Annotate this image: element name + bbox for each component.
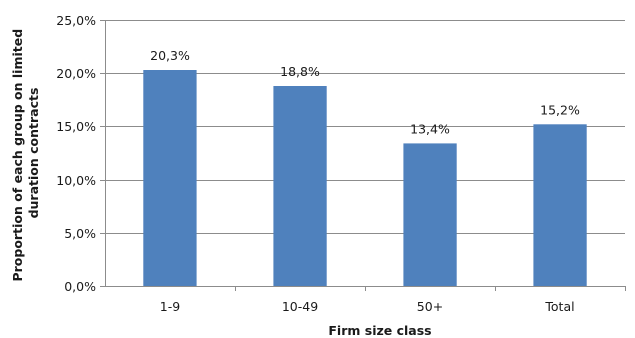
x-tick-label: 1-9 — [160, 299, 180, 314]
y-tick-label: 20,0% — [56, 66, 96, 81]
x-axis-title: Firm size class — [328, 323, 431, 338]
bar-total — [533, 124, 587, 286]
y-tick-label: 0,0% — [64, 279, 96, 294]
data-label: 15,2% — [540, 102, 580, 117]
bars — [143, 70, 587, 286]
x-tick-label: Total — [544, 299, 574, 314]
y-tick-label: 25,0% — [56, 13, 96, 28]
y-tick-label: 10,0% — [56, 173, 96, 188]
axes — [100, 20, 626, 291]
y-axis-title-line-1: Proportion of each group on limited — [10, 29, 25, 282]
data-label: 18,8% — [280, 64, 320, 79]
y-tick-label: 15,0% — [56, 119, 96, 134]
bar-10-49 — [273, 86, 327, 286]
data-label: 13,4% — [410, 121, 450, 136]
bar-1-9 — [143, 70, 197, 286]
y-tick-label: 5,0% — [64, 226, 96, 241]
labels: 0,0% 5,0% 10,0% 15,0% 20,0% 25,0% 1-9 20,3% 10-4… — [56, 13, 580, 314]
data-label: 20,3% — [150, 48, 190, 63]
bar-50- — [403, 143, 457, 286]
y-axis-title: Proportion of each group on limited dura… — [10, 24, 41, 281]
x-tick-label: 10-49 — [282, 299, 318, 314]
x-tick-label: 50+ — [417, 299, 443, 314]
y-axis-title-line-2: duration contracts — [26, 88, 41, 219]
